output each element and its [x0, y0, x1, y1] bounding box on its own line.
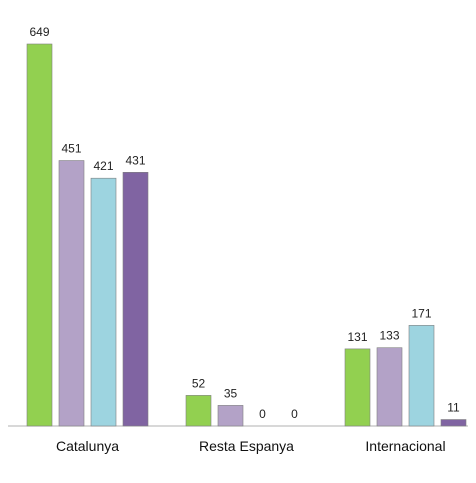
bar	[185, 395, 212, 427]
category-label: Resta Espanya	[199, 438, 294, 454]
data-label: 11	[447, 401, 460, 415]
data-label: 133	[379, 329, 399, 343]
bar	[376, 347, 403, 427]
data-label: 0	[291, 407, 298, 421]
data-label: 52	[192, 376, 206, 390]
data-label: 131	[347, 330, 367, 344]
bar	[440, 419, 467, 427]
data-label: 35	[224, 386, 238, 400]
data-label: 171	[411, 306, 431, 320]
data-label: 421	[93, 159, 113, 173]
bar	[90, 177, 117, 427]
data-label: 451	[61, 142, 81, 156]
bar	[122, 172, 149, 427]
bar	[58, 160, 85, 427]
data-label: 0	[259, 407, 266, 421]
category-label: Internacional	[365, 438, 445, 454]
data-label: 649	[29, 25, 49, 39]
category-label: Catalunya	[56, 438, 119, 454]
bar	[344, 348, 371, 427]
bar	[408, 325, 435, 427]
data-label: 431	[125, 153, 145, 167]
bar	[217, 405, 244, 427]
bar	[26, 43, 53, 427]
